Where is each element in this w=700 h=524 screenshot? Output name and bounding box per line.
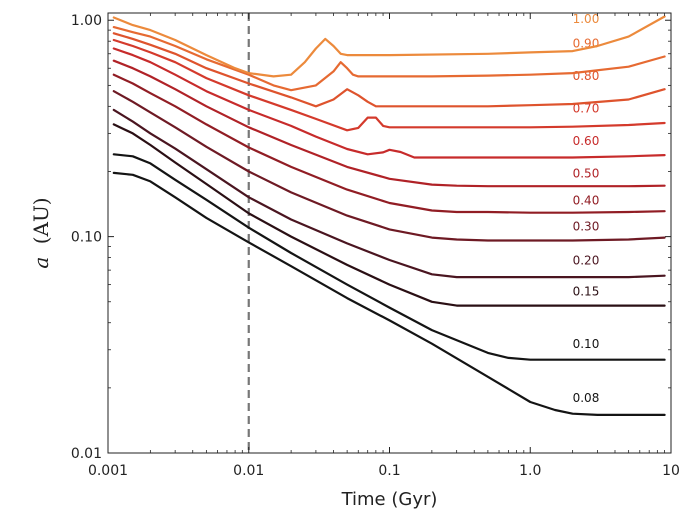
- series-line-0-15: [112, 123, 666, 307]
- series-line-0-20: [112, 108, 666, 279]
- series-label-0-40: 0.40: [573, 193, 600, 207]
- y-tick-label: 0.10: [71, 230, 102, 246]
- series-line-0-10: [112, 153, 666, 361]
- series-line-0-40: [112, 73, 666, 214]
- series-label-0-50: 0.50: [573, 166, 600, 180]
- y-axis-unit: (AU): [29, 197, 53, 244]
- y-tick-label: 1.00: [71, 13, 102, 29]
- y-axis-variable: a: [29, 257, 53, 269]
- series-line-0-90: [112, 26, 666, 92]
- series-line-1-00: [112, 15, 666, 78]
- series-label-1-00: 1.00: [573, 12, 600, 26]
- plot-frame: [107, 12, 672, 454]
- series-line-0-80: [112, 32, 666, 108]
- x-tick-label: 10: [662, 463, 680, 479]
- series-label-0-10: 0.10: [573, 337, 600, 351]
- series-line-0-30: [112, 90, 666, 242]
- series-line-0-08: [112, 171, 666, 416]
- series-label-0-15: 0.15: [573, 284, 600, 298]
- x-tick-label: 0.001: [88, 463, 128, 479]
- series-line-0-50: [112, 59, 666, 188]
- x-tick-label: 0.01: [233, 463, 264, 479]
- series-line-0-70: [112, 38, 666, 132]
- series-label-0-60: 0.60: [573, 134, 600, 148]
- y-axis-title: a (AU): [29, 197, 53, 268]
- x-tick-label: 1.0: [519, 463, 541, 479]
- series-layer: 0.080.100.150.200.300.400.500.600.700.80…: [112, 12, 666, 416]
- x-tick-label: 0.1: [378, 463, 400, 479]
- y-tick-label: 0.01: [71, 446, 102, 462]
- series-label-0-30: 0.30: [573, 219, 600, 233]
- series-line-0-60: [112, 47, 666, 159]
- series-label-0-70: 0.70: [573, 101, 600, 115]
- x-axis-title: Time (Gyr): [341, 489, 438, 510]
- series-label-0-08: 0.08: [573, 391, 600, 405]
- series-label-0-20: 0.20: [573, 253, 600, 267]
